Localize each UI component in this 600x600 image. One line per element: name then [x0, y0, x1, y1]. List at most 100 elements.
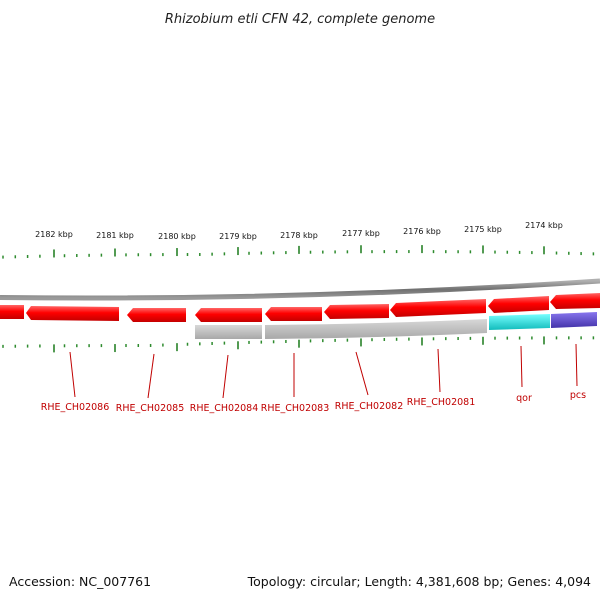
lower-major-tick: [482, 336, 484, 345]
ruler-minor-tick: [39, 254, 41, 258]
ruler-labels: 2182 kbp 2181 kbp 2180 kbp 2179 kbp 2178…: [35, 221, 563, 241]
ruler-minor-tick: [149, 253, 152, 257]
leader-line: [520, 345, 523, 388]
gene-arrow-rhe-ch02081[interactable]: [390, 299, 486, 317]
lower-minor-tick: [346, 338, 349, 342]
gene-arrow-rhe-ch02082[interactable]: [324, 304, 389, 319]
leader-lines: [69, 343, 578, 399]
gene-arrow-qor[interactable]: [488, 296, 549, 313]
leader-line: [222, 354, 229, 399]
lower-minor-tick: [518, 336, 521, 340]
lower-minor-tick: [285, 339, 287, 343]
lower-major-tick: [298, 339, 300, 348]
lower-minor-tick: [125, 344, 127, 348]
lower-minor-tick: [2, 344, 4, 348]
feature-bar-qor: [489, 314, 550, 330]
ruler-minor-tick: [334, 250, 336, 254]
gene-arrow-rhe-ch02085[interactable]: [127, 308, 186, 322]
ruler-minor-tick: [223, 252, 226, 256]
lower-minor-tick: [162, 343, 164, 347]
lower-minor-tick: [408, 337, 410, 341]
map-title: Rhizobium etli CFN 42, complete genome: [165, 12, 435, 27]
lower-minor-tick: [494, 336, 496, 340]
ruler-major-tick: [360, 245, 362, 254]
lower-minor-tick: [371, 338, 373, 342]
ruler-minor-tick: [309, 250, 312, 254]
forward-strand: [0, 293, 600, 322]
ruler-major-tick: [543, 246, 545, 255]
gene-arrow-pcs[interactable]: [550, 293, 600, 309]
ruler-minor-tick: [494, 250, 496, 254]
tick-label: 2174 kbp: [525, 221, 563, 230]
lower-minor-tick: [223, 341, 226, 345]
lower-minor-tick: [137, 344, 140, 348]
lower-minor-tick: [14, 344, 17, 348]
gene-label-qor[interactable]: qor: [516, 393, 532, 404]
ruler-minor-tick: [2, 255, 4, 259]
lower-ticks: [2, 336, 595, 353]
gene-label-rhe-ch02085[interactable]: RHE_CH02085: [116, 403, 185, 414]
ruler-minor-tick: [408, 250, 410, 254]
ruler-minor-tick: [100, 253, 103, 257]
gene-label-pcs[interactable]: pcs: [570, 390, 586, 401]
tick-label: 2180 kbp: [158, 232, 196, 241]
accession-text: Accession: NC_007761: [9, 574, 151, 589]
ruler-major-tick: [176, 248, 178, 257]
leader-line: [437, 348, 441, 393]
ruler-minor-tick: [186, 253, 189, 257]
ruler-minor-tick: [518, 250, 521, 254]
lower-minor-tick: [76, 344, 78, 348]
ruler-major-tick: [421, 245, 423, 254]
lower-minor-tick: [383, 337, 386, 341]
ruler-major-tick: [114, 248, 116, 257]
gene-label-rhe-ch02081[interactable]: RHE_CH02081: [407, 397, 476, 408]
tick-label: 2179 kbp: [219, 232, 257, 241]
gene-arrow-rhe-ch02086[interactable]: [26, 306, 119, 321]
feature-track: [195, 312, 597, 339]
ruler-minor-tick: [568, 251, 570, 255]
ruler-major-tick: [298, 245, 300, 254]
feature-bar-gray-2: [265, 319, 487, 339]
lower-major-tick: [543, 336, 545, 345]
gene-arrow-partial[interactable]: [0, 305, 24, 319]
tick-label: 2182 kbp: [35, 230, 73, 239]
lower-minor-tick: [432, 337, 435, 341]
lower-minor-tick: [26, 344, 29, 348]
gene-label-rhe-ch02084[interactable]: RHE_CH02084: [190, 403, 259, 414]
ruler-minor-tick: [76, 254, 78, 258]
gene-label-rhe-ch02086[interactable]: RHE_CH02086: [41, 402, 110, 413]
ruler-major-tick: [53, 249, 55, 258]
lower-minor-tick: [186, 342, 189, 346]
lower-major-tick: [237, 341, 239, 350]
ruler-minor-tick: [248, 251, 250, 255]
gene-label-rhe-ch02082[interactable]: RHE_CH02082: [335, 401, 404, 412]
ruler-minor-tick: [63, 254, 66, 258]
tick-label: 2178 kbp: [280, 231, 318, 240]
ruler-minor-tick: [580, 252, 582, 256]
ruler-minor-tick: [322, 250, 324, 254]
lower-minor-tick: [322, 339, 324, 343]
gene-arrow-rhe-ch02084[interactable]: [195, 308, 262, 322]
leader-line: [575, 343, 578, 387]
ruler-minor-tick: [14, 255, 17, 259]
tick-label: 2177 kbp: [342, 229, 380, 238]
lower-minor-tick: [63, 344, 66, 348]
lower-minor-tick: [555, 336, 558, 340]
ruler-minor-tick: [88, 253, 90, 257]
tick-label: 2175 kbp: [464, 225, 502, 234]
ruler-minor-tick: [125, 253, 127, 257]
lower-minor-tick: [272, 340, 275, 344]
ruler-minor-tick: [592, 252, 595, 256]
lower-major-tick: [53, 344, 55, 353]
lower-minor-tick: [580, 336, 582, 340]
lower-minor-tick: [334, 338, 336, 342]
gene-label-rhe-ch02083[interactable]: RHE_CH02083: [261, 403, 330, 414]
lower-minor-tick: [395, 337, 398, 341]
ruler-minor-tick: [531, 251, 533, 255]
ruler-minor-tick: [162, 253, 164, 257]
feature-bar-gray-1: [195, 325, 262, 339]
gene-arrow-rhe-ch02083[interactable]: [265, 307, 322, 321]
lower-minor-tick: [309, 339, 312, 343]
ruler-minor-tick: [469, 250, 472, 254]
